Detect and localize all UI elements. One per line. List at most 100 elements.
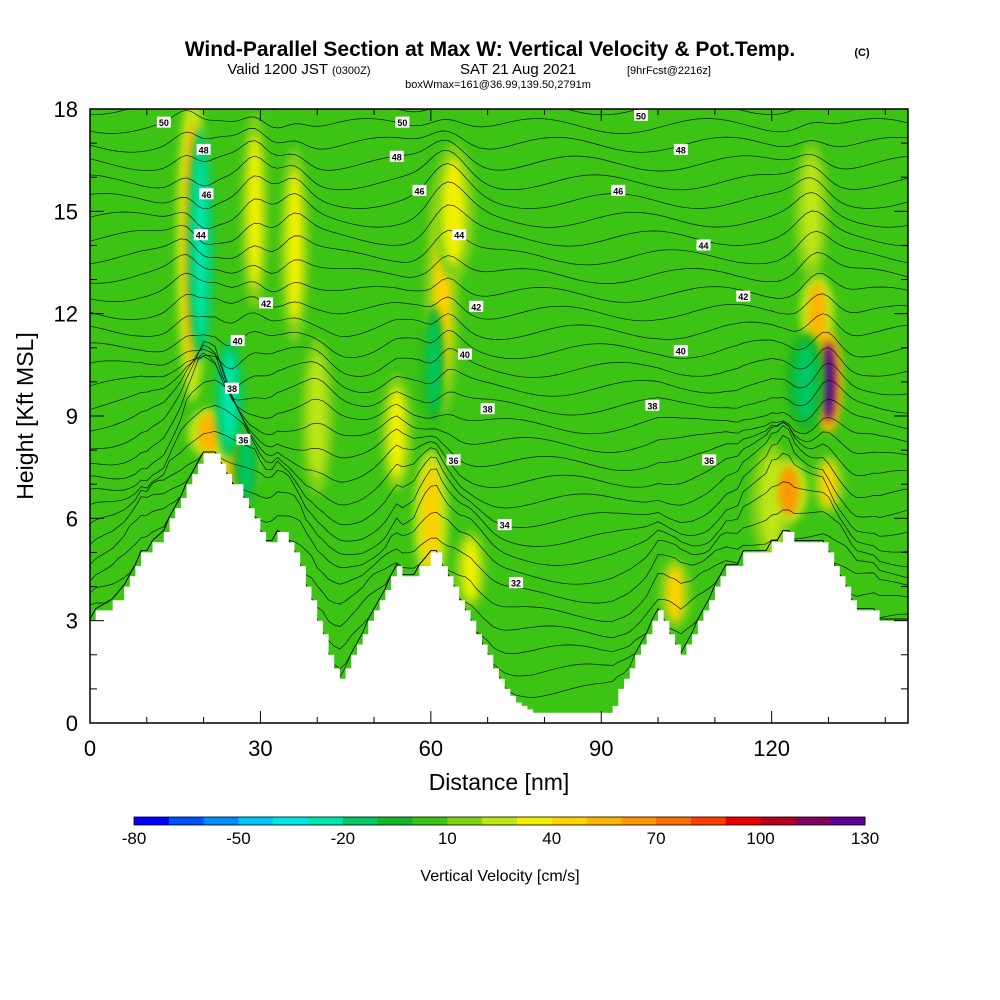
theta-contour (90, 355, 908, 471)
theta-labels: 50 50 50 48 48 48 46 46 46 44 44 44 42 42 42 40 40 40 38 38… (156, 109, 751, 589)
updraft-cell (778, 466, 799, 516)
y-tick-label: 18 (54, 97, 78, 122)
x-tick-label: 0 (84, 736, 96, 761)
theta-contour (90, 272, 908, 303)
colorbar-swatch (795, 817, 831, 825)
theta-label-box (696, 239, 711, 251)
theta-label-box (469, 300, 484, 312)
plot-area: 50 50 50 48 48 48 46 46 46 44 44 44 42 42 42 40 40 40 38 38… (90, 109, 908, 723)
theta-label: 32 (509, 577, 524, 589)
theta-label: 42 (259, 297, 274, 309)
colorbar-swatch (238, 817, 274, 825)
theta-label-box (196, 143, 211, 155)
theta-label-text: 32 (511, 579, 521, 589)
theta-label-box (673, 143, 688, 155)
y-tick-label: 15 (54, 199, 78, 224)
downdraft-cell (239, 436, 254, 498)
colorbar-swatch (273, 817, 309, 825)
theta-label-text: 40 (676, 347, 686, 357)
theta-contour (90, 139, 908, 172)
colorbar-swatch (690, 817, 727, 825)
colorbar-swatch (586, 817, 622, 825)
theta-label-text: 48 (199, 145, 209, 155)
theta-label-text: 34 (500, 521, 510, 531)
theta-label-box (634, 109, 649, 121)
updraft-cell (819, 461, 837, 508)
theta-label-text: 40 (233, 336, 243, 346)
theta-label-text: 44 (454, 231, 464, 241)
theta-label: 38 (645, 399, 660, 411)
theta-label: 36 (236, 433, 251, 445)
colorbar-swatch (621, 817, 657, 825)
theta-contour (90, 451, 908, 547)
theta-label: 44 (452, 229, 467, 241)
theta-label: 44 (696, 239, 711, 251)
updraft-cell (666, 565, 684, 622)
updraft-cell (286, 168, 303, 323)
colorbar-swatch (203, 817, 239, 825)
theta-label-text: 50 (159, 118, 169, 128)
downdraft-cell (795, 343, 816, 421)
theta-contour (90, 293, 908, 322)
theta-label-text: 50 (636, 111, 646, 121)
theta-label-box (193, 229, 208, 241)
theta-label: 44 (193, 229, 208, 241)
theta-contour (90, 252, 908, 285)
valid-utc: (0300Z) (332, 65, 371, 77)
theta-label-box (230, 334, 245, 346)
theta-label-box (236, 433, 251, 445)
updraft-cell (308, 354, 326, 478)
theta-label-box (412, 184, 427, 196)
theta-contour (90, 149, 908, 191)
y-tick-label: 6 (66, 506, 78, 531)
colorbar-swatch (760, 817, 796, 825)
theta-contour (90, 329, 908, 360)
x-tick-label: 60 (419, 736, 443, 761)
theta-label-text: 44 (698, 241, 708, 251)
theta-label-text: 44 (196, 231, 206, 241)
theta-label: 38 (480, 403, 495, 415)
colorbar-swatch (656, 817, 692, 825)
updraft-cell (462, 538, 480, 601)
velocity-cells (176, 109, 845, 629)
colorbar-tick-label: -20 (331, 829, 356, 848)
theta-label: 50 (156, 116, 171, 128)
colorbar-frame (133, 816, 866, 826)
colorbar-swatch (168, 817, 205, 825)
theta-label: 38 (225, 382, 240, 394)
theta-label: 42 (736, 290, 751, 302)
theta-label: 40 (673, 345, 688, 357)
theta-label-text: 38 (647, 401, 657, 411)
theta-label-text: 38 (483, 405, 493, 415)
colorbar-tick-label: 10 (438, 829, 457, 848)
theta-label: 36 (446, 454, 461, 466)
box-wmax-info: boxWmax=161@36.99,139.50,2791m (405, 79, 591, 91)
valid-date: SAT 21 Aug 2021 (460, 61, 576, 78)
theta-label-text: 48 (392, 152, 402, 162)
theta-label-text: 42 (738, 292, 748, 302)
theta-label-box (457, 348, 472, 360)
theta-label: 50 (395, 116, 410, 128)
theta-label-box (199, 188, 214, 200)
theta-contour (90, 128, 908, 153)
theta-label-text: 42 (261, 299, 271, 309)
theta-label-box (736, 290, 751, 302)
theta-label-box (452, 229, 467, 241)
updraft-cell (247, 134, 263, 289)
theta-label-text: 48 (676, 145, 686, 155)
theta-label-text: 36 (704, 456, 714, 466)
colorbar-swatch (412, 817, 448, 825)
colorbar-tick-label: 40 (542, 829, 561, 848)
colorbar-swatch (342, 817, 379, 825)
theta-label: 48 (196, 143, 211, 155)
x-axis-label: Distance [nm] (429, 769, 570, 795)
colorbar-tick-label: 100 (746, 829, 774, 848)
theta-label-text: 38 (227, 384, 237, 394)
colorbar-swatch (482, 817, 518, 825)
updraft-cell (821, 341, 836, 422)
downdraft-cell (193, 153, 208, 338)
theta-label-box (497, 519, 512, 531)
theta-label-text: 46 (613, 186, 623, 196)
